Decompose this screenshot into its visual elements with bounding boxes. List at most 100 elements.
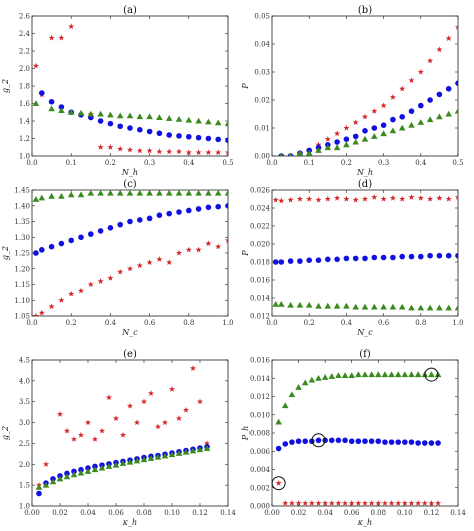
data-point-star bbox=[205, 149, 212, 156]
data-point-triangle bbox=[97, 190, 104, 196]
data-point-circle bbox=[375, 438, 382, 445]
data-point-star bbox=[205, 240, 212, 247]
data-point-star bbox=[97, 278, 104, 284]
data-markers bbox=[35, 365, 211, 497]
data-point-star bbox=[324, 136, 331, 142]
data-point-triangle bbox=[445, 304, 452, 311]
x-tick-label: 0.8 bbox=[183, 319, 194, 327]
data-point-circle bbox=[435, 440, 441, 446]
data-point-star bbox=[435, 500, 442, 506]
data-point-triangle bbox=[371, 303, 378, 310]
data-point-star bbox=[107, 275, 114, 281]
data-point-triangle bbox=[32, 196, 40, 202]
data-point-star bbox=[415, 500, 422, 506]
data-point-circle bbox=[408, 253, 415, 260]
data-point-circle bbox=[343, 255, 350, 262]
data-point-circle bbox=[302, 438, 309, 445]
data-point-star bbox=[306, 195, 313, 202]
x-tick-label: 0.4 bbox=[341, 319, 353, 327]
data-markers bbox=[275, 371, 442, 506]
data-point-circle bbox=[289, 439, 295, 445]
x-tick-label: 0.0 bbox=[26, 159, 37, 167]
x-tick-label: 0.3 bbox=[144, 159, 155, 167]
x-tick-label: 0.1 bbox=[304, 159, 315, 167]
y-axis-label: P_h bbox=[241, 426, 250, 442]
data-point-circle bbox=[166, 210, 172, 217]
data-point-circle bbox=[342, 437, 348, 444]
data-point-triangle bbox=[389, 303, 397, 310]
y-tick-label: 2.6 bbox=[19, 13, 31, 21]
y-tick-label: 1.20 bbox=[14, 265, 30, 273]
data-point-circle bbox=[362, 255, 368, 262]
data-point-circle bbox=[225, 137, 228, 144]
data-point-triangle bbox=[205, 118, 212, 125]
data-point-circle bbox=[282, 441, 289, 447]
data-point-circle bbox=[315, 437, 322, 444]
data-point-star bbox=[56, 411, 64, 417]
data-point-star bbox=[215, 243, 222, 250]
data-point-triangle bbox=[371, 133, 378, 139]
x-tick-label: 0.08 bbox=[136, 509, 152, 517]
data-point-triangle bbox=[203, 445, 211, 451]
y-tick-label: 1.15 bbox=[14, 281, 30, 289]
data-point-star bbox=[175, 148, 183, 155]
data-point-circle bbox=[78, 234, 84, 241]
data-point-triangle bbox=[380, 130, 387, 137]
y-tick-label: 4.0 bbox=[19, 377, 30, 385]
highlight-circle bbox=[311, 433, 326, 448]
data-point-star bbox=[389, 94, 396, 100]
data-point-star bbox=[166, 259, 173, 266]
data-point-star bbox=[454, 194, 458, 200]
data-point-circle bbox=[371, 125, 378, 131]
data-point-circle bbox=[107, 120, 114, 127]
data-point-circle bbox=[415, 440, 421, 446]
data-markers bbox=[32, 190, 228, 316]
data-point-circle bbox=[395, 439, 402, 445]
data-point-star bbox=[112, 415, 120, 421]
x-tick-label: 0.0 bbox=[266, 159, 277, 167]
data-point-triangle bbox=[388, 371, 395, 378]
data-point-circle bbox=[39, 90, 45, 96]
data-point-circle bbox=[445, 86, 452, 92]
data-point-circle bbox=[335, 437, 342, 444]
data-point-star bbox=[315, 141, 322, 148]
y-tick-label: 1.40 bbox=[14, 202, 30, 210]
data-point-circle bbox=[408, 108, 415, 114]
data-point-triangle bbox=[324, 144, 332, 151]
data-point-star bbox=[436, 46, 443, 53]
y-tick-label: 1.05 bbox=[14, 313, 30, 321]
data-point-triangle bbox=[305, 301, 313, 308]
data-point-triangle bbox=[305, 149, 313, 156]
data-point-triangle bbox=[335, 372, 342, 378]
data-point-circle bbox=[315, 257, 322, 264]
x-tick-label: 0.00 bbox=[24, 509, 40, 517]
data-point-circle bbox=[362, 128, 368, 134]
data-point-star bbox=[395, 500, 402, 506]
x-tick-label: 0.14 bbox=[450, 509, 466, 517]
data-point-triangle bbox=[324, 302, 332, 309]
y-tick-label: 0.020 bbox=[250, 241, 270, 249]
data-point-triangle bbox=[63, 473, 71, 480]
data-point-star bbox=[224, 237, 228, 243]
data-point-triangle bbox=[98, 464, 106, 471]
data-point-circle bbox=[146, 215, 153, 222]
data-point-triangle bbox=[368, 371, 375, 378]
data-point-star bbox=[68, 290, 75, 297]
data-point-star bbox=[195, 246, 202, 253]
data-point-star bbox=[343, 124, 350, 131]
y-tick-label: 1.10 bbox=[14, 297, 30, 305]
data-point-triangle bbox=[381, 371, 389, 378]
x-tick-label: 1.0 bbox=[452, 319, 463, 327]
y-tick-label: 0.024 bbox=[250, 205, 271, 213]
data-point-triangle bbox=[56, 475, 64, 482]
data-point-triangle bbox=[35, 483, 43, 490]
x-tick-label: 0.12 bbox=[192, 509, 208, 517]
data-point-circle bbox=[68, 237, 74, 244]
data-point-star bbox=[348, 500, 355, 506]
data-point-triangle bbox=[328, 373, 336, 379]
data-point-circle bbox=[85, 465, 91, 471]
data-point-triangle bbox=[296, 301, 304, 308]
data-point-triangle bbox=[343, 302, 350, 309]
x-tick-label: 0.2 bbox=[66, 319, 77, 327]
x-axis-label: κ_h bbox=[122, 518, 137, 527]
